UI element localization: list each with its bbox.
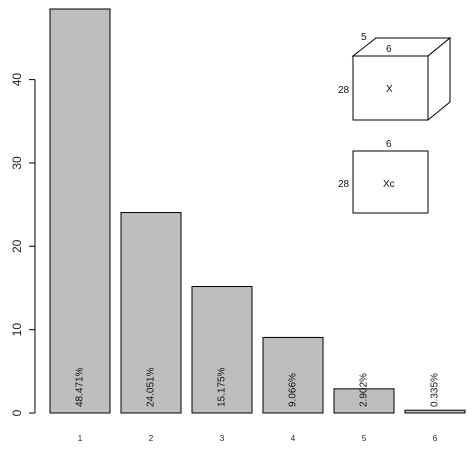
bar [404, 409, 466, 414]
rect-face-label: Xc [383, 179, 395, 190]
cube-front-face [352, 55, 429, 121]
x-tick-label: 6 [433, 434, 438, 443]
bar-value-label: 24.051% [146, 367, 157, 407]
bar-value-label: 9.066% [288, 373, 299, 407]
y-tick-label: 40 [10, 73, 24, 87]
x-tick-label: 1 [78, 434, 83, 443]
cube-height-label: 28 [338, 85, 350, 96]
cube-face-label: X [386, 84, 393, 95]
cube-width-label: 6 [386, 44, 392, 55]
bar-value-label: 0.335% [430, 373, 441, 407]
rect-face [352, 150, 429, 214]
bar-value-label: 2.902% [359, 373, 370, 407]
y-tick-label: 20 [10, 239, 24, 253]
rect-width-label: 6 [386, 139, 392, 150]
bar-value-label: 48.471% [75, 367, 86, 407]
x-tick-label: 5 [362, 434, 367, 443]
y-axis: 0 10 20 30 40 [10, 73, 36, 416]
cube-diagram: 5 6 28 X [338, 32, 452, 122]
y-tick-label: 30 [10, 156, 24, 170]
bar [191, 286, 253, 414]
bar-value-label: 15.175% [217, 367, 228, 407]
bar [49, 8, 111, 414]
cube-depth-label: 5 [361, 32, 367, 43]
y-tick-label: 0 [10, 409, 24, 416]
rect-diagram: 6 28 Xc [338, 139, 429, 214]
bars-group [49, 8, 466, 414]
x-tick-labels: 1 2 3 4 5 6 [78, 434, 438, 443]
bar [333, 388, 395, 414]
x-tick-label: 2 [149, 434, 154, 443]
y-tick-label: 10 [10, 323, 24, 337]
rect-height-label: 28 [338, 179, 350, 190]
bar [120, 212, 182, 414]
x-tick-label: 3 [220, 434, 225, 443]
x-tick-label: 4 [291, 434, 296, 443]
bar [262, 336, 324, 414]
percentage-labels: 48.471% 24.051% 15.175% 9.066% 2.902% 0.335% [75, 367, 441, 407]
